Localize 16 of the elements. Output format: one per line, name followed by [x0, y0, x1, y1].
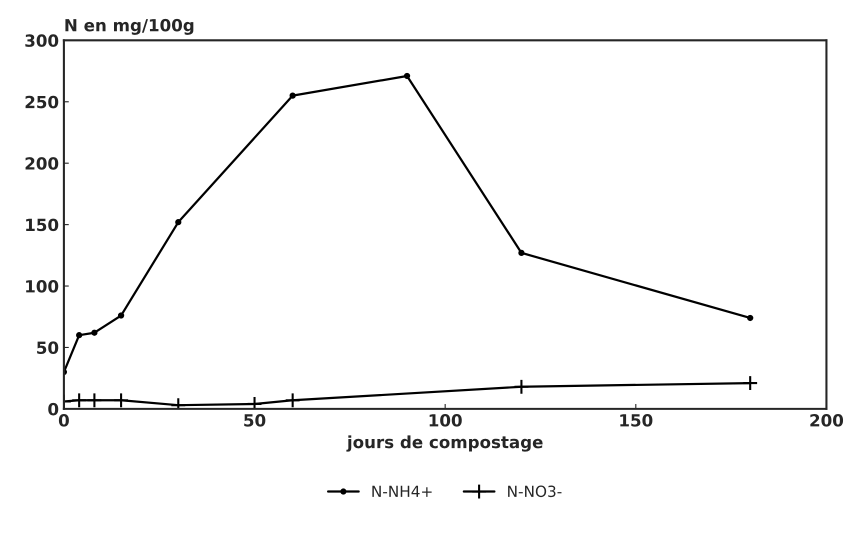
x-tick-label: 0: [58, 414, 69, 427]
y-axis-title: N en mg/100g: [65, 18, 194, 35]
x-axis-title: jours de compostage: [346, 435, 543, 452]
y-tick-label: 150: [26, 218, 58, 232]
legend-label: N-NO3-: [508, 486, 562, 498]
x-tick-label: 50: [244, 414, 266, 427]
x-tick-label: 100: [430, 414, 462, 427]
legend-label: N-NH4+: [372, 486, 432, 497]
y-tick-label: 50: [37, 341, 58, 354]
y-tick-label: 300: [25, 34, 58, 47]
x-tick-label: 200: [810, 414, 844, 427]
y-tick-label: 200: [26, 157, 58, 170]
y-tick-label: 250: [26, 96, 58, 108]
x-tick-label: 150: [620, 414, 652, 427]
y-tick-label: 100: [26, 280, 58, 293]
y-tick-label: 0: [48, 402, 58, 416]
